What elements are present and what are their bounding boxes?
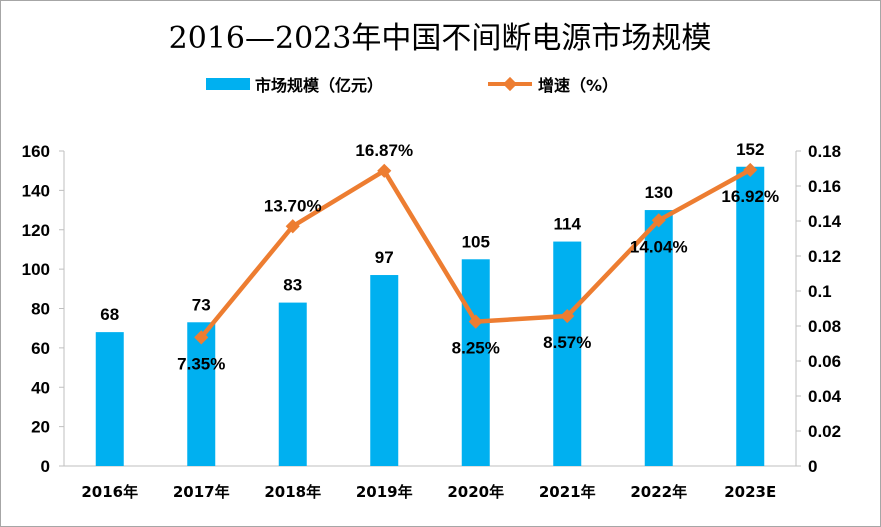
- bar-value-label: 114: [554, 215, 582, 234]
- bar-value-label: 105: [462, 232, 490, 251]
- x-tick-label: 2022年: [630, 483, 687, 501]
- bar: [553, 241, 582, 466]
- bar-value-label: 68: [100, 305, 119, 324]
- right-tick-label: 0.02: [808, 422, 841, 441]
- legend-line-marker: [502, 76, 518, 92]
- growth-value-label: 8.25%: [452, 339, 500, 358]
- x-tick-label: 2021年: [539, 483, 596, 501]
- legend-bar-swatch: [206, 78, 250, 90]
- x-tick-label: 2023E: [724, 483, 776, 501]
- bar-value-label: 97: [375, 248, 394, 267]
- growth-value-label: 13.70%: [264, 196, 322, 215]
- right-axis-ticks: 0 0.02 0.04 0.06 0.08 0.1 0.12 0.14 0.16 0.18: [796, 142, 842, 476]
- growth-marker: [560, 308, 575, 324]
- bar-data-labels: 68 73 83 97 105 114 130 152: [100, 140, 764, 324]
- left-tick-label: 160: [22, 142, 50, 161]
- right-tick-label: 0.12: [808, 247, 841, 266]
- bar: [95, 332, 124, 466]
- growth-value-label: 16.92%: [721, 187, 779, 206]
- legend: 市场规模（亿元） 增速（%）: [206, 76, 618, 95]
- right-tick-label: 0.1: [808, 282, 832, 301]
- left-tick-label: 80: [31, 300, 50, 319]
- x-tick-label: 2016年: [81, 483, 138, 501]
- x-tick-label: 2019年: [356, 483, 413, 501]
- growth-value-label: 16.87%: [355, 141, 413, 160]
- right-tick-label: 0: [808, 457, 817, 476]
- left-tick-label: 140: [22, 181, 50, 200]
- growth-marker: [468, 314, 483, 329]
- growth-marker: [285, 219, 300, 234]
- line-series: [194, 162, 758, 345]
- left-tick-label: 20: [31, 418, 50, 437]
- left-axis-ticks: 0 20 40 60 80 100 120 140 160: [22, 142, 64, 476]
- bar-value-label: 73: [192, 295, 211, 314]
- left-tick-label: 40: [31, 378, 50, 397]
- growth-marker: [651, 213, 666, 228]
- bar-value-label: 152: [736, 140, 764, 159]
- x-tick-label: 2017年: [173, 483, 230, 501]
- bar-series: [95, 166, 765, 466]
- legend-bar-label: 市场规模（亿元）: [255, 76, 383, 95]
- x-axis-ticks: 2016年 2017年 2018年 2019年 2020年 2021年 2022年 2023E: [81, 483, 776, 501]
- right-tick-label: 0.16: [808, 177, 841, 196]
- growth-marker: [743, 162, 758, 177]
- right-tick-label: 0.14: [808, 212, 842, 231]
- right-tick-label: 0.06: [808, 352, 841, 371]
- bar: [736, 166, 765, 466]
- left-tick-label: 60: [31, 339, 50, 358]
- growth-value-label: 14.04%: [630, 237, 688, 256]
- left-tick-label: 0: [41, 457, 50, 476]
- growth-marker: [194, 330, 209, 345]
- right-tick-label: 0.18: [808, 142, 841, 161]
- growth-value-label: 7.35%: [177, 354, 225, 373]
- left-tick-label: 100: [22, 260, 50, 279]
- legend-line-label: 增速（%）: [538, 76, 618, 95]
- bar: [187, 322, 216, 466]
- chart-title: 2016—2023年中国不间断电源市场规模: [169, 21, 712, 56]
- growth-value-label: 8.57%: [543, 333, 591, 352]
- bar: [644, 210, 673, 466]
- right-tick-label: 0.04: [808, 387, 842, 406]
- x-tick-label: 2018年: [264, 483, 321, 501]
- bar-value-label: 130: [645, 183, 673, 202]
- right-tick-label: 0.08: [808, 317, 841, 336]
- line-data-labels: 7.35% 13.70% 16.87% 8.25% 8.57% 14.04% 16.92%: [177, 141, 779, 374]
- left-tick-label: 120: [22, 221, 50, 240]
- bar: [278, 302, 307, 466]
- x-tick-label: 2020年: [447, 483, 504, 501]
- bar-value-label: 83: [283, 276, 302, 295]
- bar: [461, 259, 490, 466]
- bar: [370, 275, 399, 466]
- growth-marker: [377, 163, 392, 178]
